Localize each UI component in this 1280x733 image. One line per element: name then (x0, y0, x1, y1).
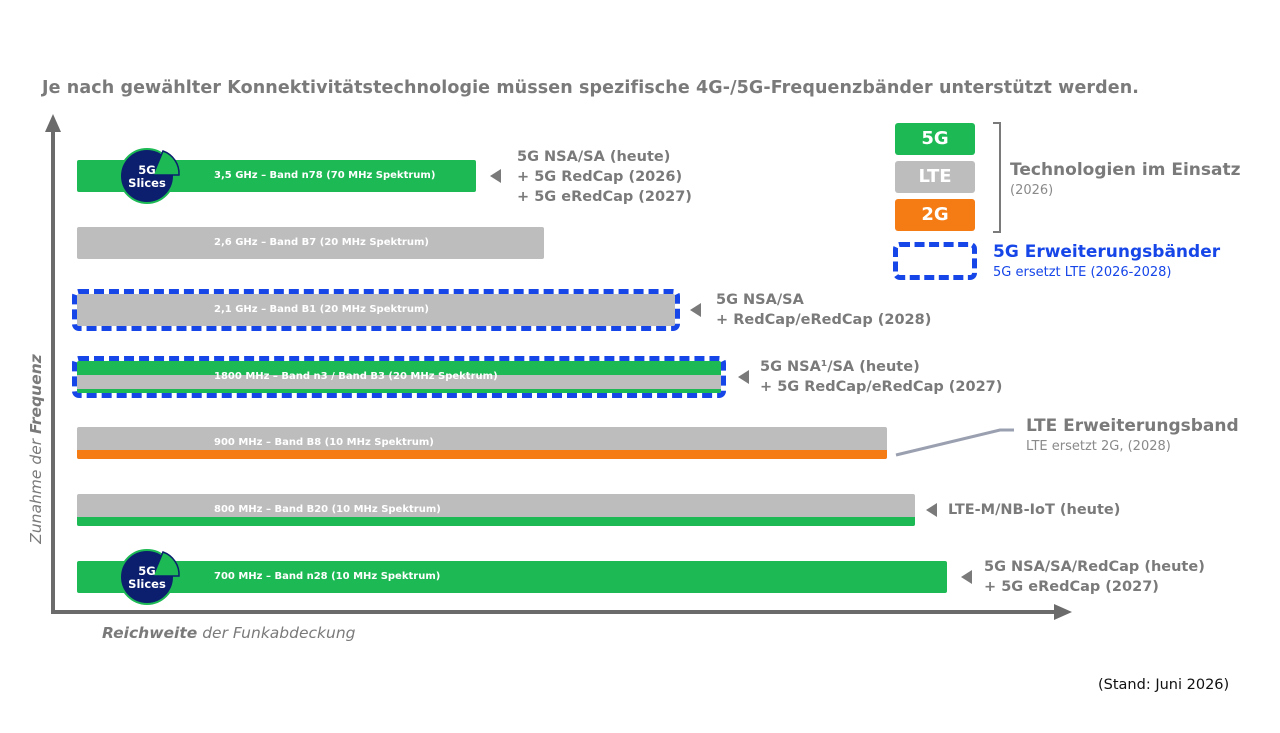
pie-slice-icon (151, 551, 180, 577)
5g-slices-badge: 5G Slices (119, 148, 180, 204)
band-bar-fill (77, 227, 544, 259)
tech-line: 5G NSA/SA (heute) (517, 149, 671, 165)
pointer-arrow-icon (490, 169, 501, 183)
legend-dashed-box (893, 242, 977, 280)
legend-box-2g: 2G (895, 199, 975, 231)
legend-bracket (993, 122, 1001, 233)
extension-dashed-frame-n3 (72, 356, 726, 398)
lte-extension-title: LTE Erweiterungsband (1026, 416, 1239, 436)
band-bar-fill (77, 294, 675, 326)
band-bar-b7: 2,6 GHz – Band B7 (20 MHz Spektrum) (77, 227, 544, 259)
tech-annotation-b1: 5G NSA/SA + RedCap/eRedCap (2028) (716, 290, 931, 330)
band-label: 3,5 GHz – Band n78 (70 MHz Spektrum) (214, 170, 436, 181)
band-bar-b1: 2,1 GHz – Band B1 (20 MHz Spektrum) (77, 294, 675, 326)
tech-line: + 5G eRedCap (2027) (984, 579, 1159, 595)
y-axis-label-emphasis: Frequenz (27, 354, 45, 434)
y-axis-arrowhead (45, 114, 61, 132)
band-label: 800 MHz – Band B20 (10 MHz Spektrum) (214, 504, 441, 515)
band-label: 900 MHz – Band B8 (10 MHz Spektrum) (214, 437, 434, 448)
band-label: 2,1 GHz – Band B1 (20 MHz Spektrum) (214, 304, 429, 315)
legend-ext-title: 5G Erweiterungsbänder (993, 242, 1221, 262)
legend-tech-year: (2026) (1010, 183, 1054, 198)
tech-line: LTE-M/NB-IoT (heute) (948, 502, 1121, 518)
extension-dashed-frame-b1 (72, 289, 680, 331)
tech-line: + 5G eRedCap (2027) (517, 189, 692, 205)
x-axis-label: Reichweite der Funkabdeckung (102, 624, 356, 642)
headline: Je nach gewählter Konnektivitätstechnolo… (42, 78, 1140, 98)
tech-line: 5G NSA¹/SA (heute) (760, 359, 920, 375)
badge-line2: Slices (128, 577, 166, 591)
legend-ext-subtitle: 5G ersetzt LTE (2026-2028) (993, 265, 1172, 280)
legend-box-5g: 5G (895, 123, 975, 155)
badge-line1: 5G (138, 564, 156, 578)
legend-tech-title: Technologien im Einsatz (1010, 160, 1241, 180)
band-label: 1800 MHz – Band n3 / Band B3 (20 MHz Spe… (214, 371, 498, 382)
x-axis-arrowhead (1054, 604, 1072, 620)
tech-line: + RedCap/eRedCap (2028) (716, 312, 932, 328)
tech-line: + 5G RedCap (2026) (517, 169, 683, 185)
badge-line2: Slices (128, 176, 166, 190)
tech-line: + 5G RedCap/eRedCap (2027) (760, 379, 1003, 395)
x-axis-label-emphasis: Reichweite (102, 624, 198, 642)
band-bar-stripe (77, 450, 887, 459)
tech-annotation-n3: 5G NSA¹/SA (heute) + 5G RedCap/eRedCap (… (760, 357, 1002, 397)
band-label: 2,6 GHz – Band B7 (20 MHz Spektrum) (214, 237, 429, 248)
pointer-arrow-icon (738, 370, 749, 384)
lte-extension-subtitle: LTE ersetzt 2G, (2028) (1026, 439, 1171, 454)
pointer-arrow-icon (690, 303, 701, 317)
band-bar-n3-b3: 1800 MHz – Band n3 / Band B3 (20 MHz Spe… (77, 361, 721, 393)
tech-annotation-n28: 5G NSA/SA/RedCap (heute) + 5G eRedCap (2… (984, 557, 1205, 597)
band-label: 700 MHz – Band n28 (10 MHz Spektrum) (214, 571, 441, 582)
legend-box-lte: LTE (895, 161, 975, 193)
band-bar-b20: 800 MHz – Band B20 (10 MHz Spektrum) (77, 494, 915, 526)
footnote-date: (Stand: Juni 2026) (1098, 677, 1230, 693)
band-bar-b8: 900 MHz – Band B8 (10 MHz Spektrum) (77, 427, 887, 459)
pointer-arrow-icon (926, 503, 937, 517)
lte-extension-connector (895, 428, 1014, 457)
tech-annotation-b20: LTE-M/NB-IoT (heute) (948, 500, 1120, 520)
tech-line: 5G NSA/SA (716, 292, 804, 308)
badge-line1: 5G (138, 163, 156, 177)
y-axis-label-prefix: Zunahme der (27, 433, 45, 544)
tech-annotation-n78: 5G NSA/SA (heute) + 5G RedCap (2026) + 5… (517, 147, 692, 207)
band-bar-stripe (77, 375, 721, 389)
x-axis-label-suffix: der Funkabdeckung (197, 624, 356, 642)
pointer-arrow-icon (961, 570, 972, 584)
y-axis-label: Zunahme der Frequenz (27, 349, 45, 549)
5g-slices-badge: 5G Slices (119, 549, 180, 605)
band-bar-stripe (77, 517, 915, 526)
pie-slice-icon (151, 150, 180, 176)
band-bar-fill (77, 561, 947, 593)
band-bar-n28: 700 MHz – Band n28 (10 MHz Spektrum) (77, 561, 947, 593)
tech-line: 5G NSA/SA/RedCap (heute) (984, 559, 1205, 575)
